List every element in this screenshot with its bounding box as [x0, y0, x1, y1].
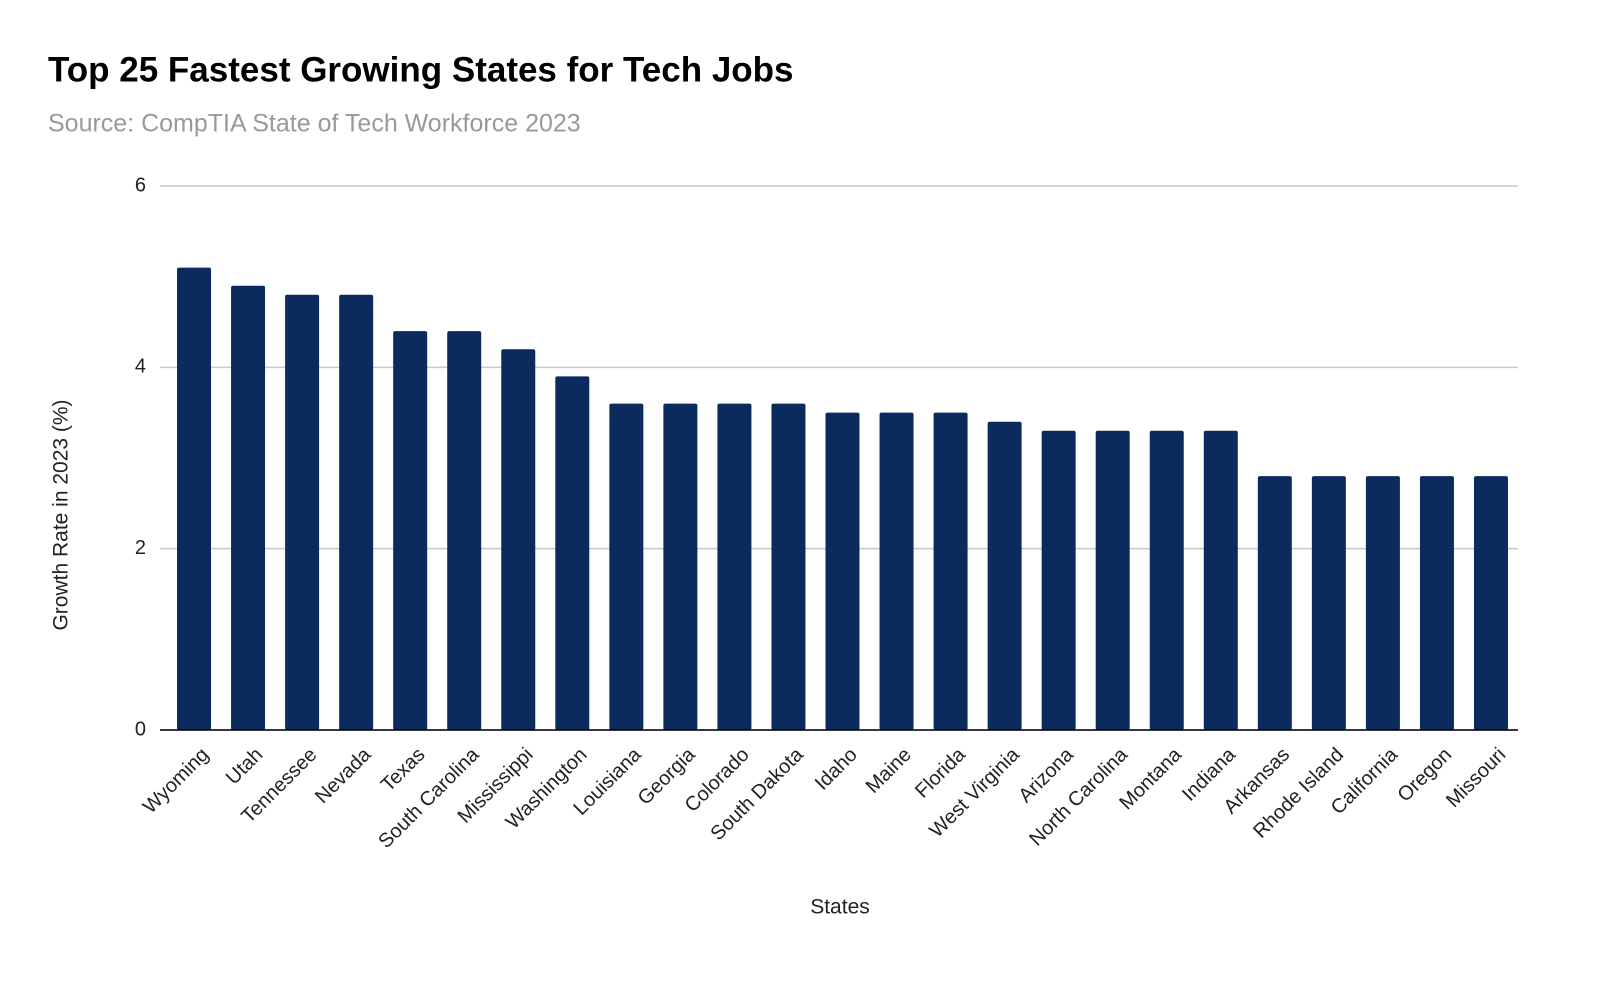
bar	[1041, 430, 1076, 730]
y-tick-label: 0	[135, 718, 146, 740]
chart-subtitle: Source: CompTIA State of Tech Workforce …	[48, 110, 581, 138]
x-tick-label: Missouri	[1442, 744, 1510, 812]
x-tick-label: Wyoming	[139, 744, 213, 818]
x-tick-label: Texas	[377, 744, 430, 797]
bar	[285, 294, 320, 730]
chart-title: Top 25 Fastest Growing States for Tech J…	[48, 50, 794, 89]
y-tick-label: 4	[135, 356, 146, 378]
bar	[447, 331, 482, 730]
bar	[1203, 430, 1238, 730]
x-tick-label: Nevada	[311, 743, 376, 808]
bar	[879, 412, 914, 730]
bar	[609, 403, 644, 730]
bar	[1311, 476, 1346, 730]
y-axis-label: Growth Rate in 2023 (%)	[50, 399, 73, 630]
y-tick-label: 2	[135, 537, 146, 559]
bar	[933, 412, 968, 730]
bar	[1257, 476, 1292, 730]
bar	[1473, 476, 1508, 730]
x-tick-label: Maine	[862, 744, 916, 798]
bar	[717, 403, 752, 730]
bar	[663, 403, 698, 730]
bar	[771, 403, 806, 730]
bar	[1419, 476, 1454, 730]
bar	[231, 285, 266, 730]
bar	[555, 376, 590, 730]
bar	[393, 331, 428, 730]
bar	[987, 421, 1022, 730]
x-axis-label: States	[810, 896, 870, 919]
bar	[501, 349, 536, 730]
bar	[339, 294, 374, 730]
bar	[1095, 430, 1130, 730]
y-tick-label: 6	[135, 174, 146, 196]
bar	[1365, 476, 1400, 730]
x-tick-label: South Dakota	[706, 743, 808, 845]
bar	[177, 267, 212, 730]
x-tick-label: Idaho	[811, 744, 862, 795]
bar	[1149, 430, 1184, 730]
bar	[825, 412, 860, 730]
x-tick-label: Utah	[222, 744, 267, 789]
